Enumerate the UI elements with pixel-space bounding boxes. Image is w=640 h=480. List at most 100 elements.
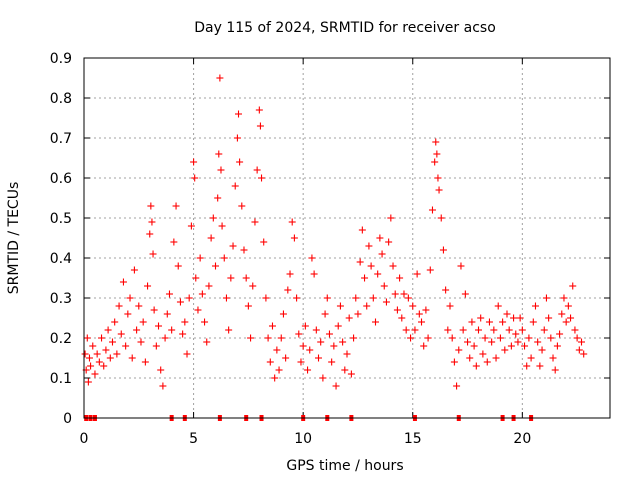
data-point bbox=[203, 338, 211, 346]
data-point bbox=[268, 322, 276, 330]
data-point bbox=[562, 318, 570, 326]
data-point bbox=[282, 354, 290, 362]
data-point bbox=[286, 270, 294, 278]
data-point bbox=[304, 366, 312, 374]
data-point bbox=[146, 230, 154, 238]
data-point bbox=[516, 314, 524, 322]
data-point bbox=[93, 350, 101, 358]
data-point bbox=[336, 302, 344, 310]
data-point bbox=[398, 314, 406, 322]
data-point bbox=[334, 322, 342, 330]
data-point bbox=[422, 306, 430, 314]
data-point bbox=[215, 150, 223, 158]
chart-title: Day 115 of 2024, SRMTID for receiver acs… bbox=[194, 20, 496, 36]
data-point bbox=[575, 346, 583, 354]
data-point bbox=[275, 366, 283, 374]
data-point bbox=[411, 326, 419, 334]
data-point bbox=[148, 218, 156, 226]
data-point bbox=[556, 330, 564, 338]
data-point bbox=[433, 150, 441, 158]
data-point bbox=[214, 194, 222, 202]
data-point bbox=[100, 362, 108, 370]
data-point bbox=[81, 350, 89, 358]
data-point bbox=[455, 346, 463, 354]
data-point bbox=[365, 242, 373, 250]
data-point bbox=[332, 382, 340, 390]
data-point bbox=[385, 238, 393, 246]
data-point bbox=[529, 318, 537, 326]
data-point bbox=[209, 214, 217, 222]
data-point bbox=[306, 346, 314, 354]
data-point bbox=[187, 222, 195, 230]
data-point bbox=[273, 346, 281, 354]
data-point bbox=[295, 330, 303, 338]
data-point bbox=[564, 302, 572, 310]
data-point bbox=[437, 214, 445, 222]
data-point bbox=[220, 254, 228, 262]
data-point bbox=[350, 334, 358, 342]
data-point bbox=[503, 310, 511, 318]
y-tick-label: 0.9 bbox=[50, 51, 72, 67]
data-point bbox=[152, 342, 160, 350]
data-point bbox=[240, 246, 248, 254]
data-point bbox=[271, 374, 279, 382]
data-point bbox=[492, 354, 500, 362]
data-point bbox=[330, 342, 338, 350]
grid-layer bbox=[84, 58, 610, 418]
data-point bbox=[85, 354, 93, 362]
data-point bbox=[168, 326, 176, 334]
data-point bbox=[293, 294, 301, 302]
data-point bbox=[481, 334, 489, 342]
data-point bbox=[523, 362, 531, 370]
data-point bbox=[212, 262, 219, 270]
data-point bbox=[510, 314, 518, 322]
data-point bbox=[139, 318, 147, 326]
data-point bbox=[124, 310, 132, 318]
data-point bbox=[161, 334, 169, 342]
data-point bbox=[256, 122, 264, 130]
data-point bbox=[499, 318, 507, 326]
data-point bbox=[102, 346, 110, 354]
data-point bbox=[172, 202, 180, 210]
data-point bbox=[367, 262, 375, 270]
data-point bbox=[308, 254, 316, 262]
data-point bbox=[108, 338, 116, 346]
data-point bbox=[191, 174, 199, 182]
x-tick-label: 15 bbox=[404, 431, 422, 447]
data-point bbox=[442, 286, 450, 294]
data-point bbox=[488, 338, 496, 346]
data-point bbox=[538, 346, 546, 354]
data-point bbox=[531, 302, 539, 310]
data-point bbox=[323, 294, 331, 302]
data-point bbox=[547, 334, 555, 342]
data-point bbox=[549, 354, 557, 362]
data-point bbox=[571, 326, 579, 334]
data-point bbox=[165, 290, 173, 298]
data-point bbox=[253, 166, 261, 174]
data-point bbox=[179, 330, 187, 338]
data-point bbox=[426, 266, 434, 274]
data-point bbox=[122, 342, 130, 350]
data-point bbox=[117, 330, 125, 338]
x-tick-label: 5 bbox=[189, 431, 198, 447]
data-point bbox=[578, 338, 586, 346]
data-point bbox=[407, 334, 415, 342]
data-point bbox=[483, 358, 491, 366]
data-point bbox=[567, 314, 575, 322]
data-point bbox=[260, 238, 268, 246]
data-point bbox=[238, 202, 246, 210]
data-point bbox=[551, 366, 559, 374]
data-point bbox=[409, 302, 417, 310]
data-point bbox=[341, 366, 349, 374]
data-point bbox=[431, 158, 439, 166]
data-point bbox=[453, 382, 461, 390]
data-point bbox=[354, 310, 362, 318]
y-tick-label: 0.2 bbox=[50, 331, 72, 347]
data-point bbox=[479, 350, 487, 358]
data-point bbox=[358, 226, 366, 234]
data-point bbox=[374, 270, 382, 278]
x-axis-title: GPS time / hours bbox=[286, 458, 403, 474]
data-point bbox=[216, 74, 224, 82]
y-tick-label: 0.1 bbox=[50, 371, 72, 387]
data-point bbox=[446, 302, 454, 310]
